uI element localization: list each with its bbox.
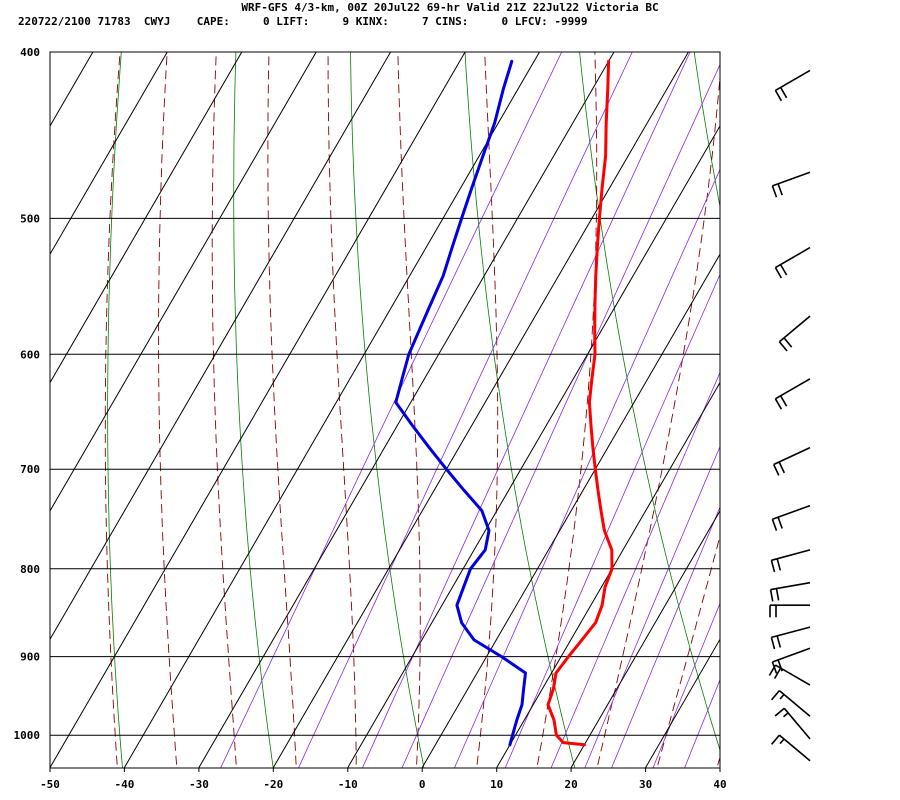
isotherm-line <box>719 766 720 768</box>
temperature-tick-label: 30 <box>639 778 652 791</box>
adiabat-lines <box>0 14 900 779</box>
moist-adiabat-line <box>397 52 421 768</box>
mixing-ratio-line <box>361 52 691 768</box>
mixing-ratio-line <box>652 602 720 768</box>
isotherm-line <box>198 52 615 768</box>
pressure-axis: 400 500 600 700 800 900 1000 <box>14 46 41 742</box>
mixing-ratio-line <box>504 273 720 768</box>
temperature-tick-label: -30 <box>189 778 209 791</box>
moist-adiabat-line <box>716 755 720 768</box>
dry-adiabat-line <box>802 14 900 779</box>
temperature-tick-label: -10 <box>338 778 358 791</box>
isotherm-line <box>50 52 466 768</box>
dry-adiabat-line <box>107 52 123 768</box>
mixing-ratio-line <box>401 63 720 768</box>
temperature-tick-label: 0 <box>419 778 426 791</box>
wind-barb <box>770 626 811 650</box>
isotherm-line <box>496 381 720 768</box>
wind-barb <box>770 549 811 573</box>
pressure-tick-label: 800 <box>20 563 40 576</box>
temperature-tick-label: -20 <box>263 778 283 791</box>
dewpoint-line <box>394 59 527 747</box>
moist-adiabat-line <box>104 52 121 768</box>
moist-adiabat-line <box>158 52 178 768</box>
wind-barb <box>774 246 811 279</box>
isotherm-line <box>50 52 168 256</box>
grid-lines <box>50 52 720 768</box>
moist-adiabat-line <box>327 52 357 768</box>
isotherm-line <box>421 253 720 768</box>
isotherm-line <box>50 52 392 641</box>
isotherm-line <box>272 52 689 768</box>
moist-adiabat-line <box>476 52 499 768</box>
temperature-tick-label: 10 <box>490 778 503 791</box>
temperature-tick-label: -40 <box>114 778 134 791</box>
mixing-ratio-line <box>684 678 720 768</box>
pressure-tick-label: 700 <box>20 463 40 476</box>
mixing-ratio-line <box>584 445 720 768</box>
isotherm-line <box>570 509 720 768</box>
isotherm-line <box>645 638 720 768</box>
pressure-tick-label: 1000 <box>14 729 41 742</box>
dry-adiabat-line <box>693 52 720 209</box>
pressure-tick-label: 900 <box>20 651 40 664</box>
wind-barb <box>769 604 810 618</box>
isotherm-line <box>347 124 720 768</box>
wind-barb <box>769 581 811 602</box>
isotherm-line <box>50 52 317 512</box>
moist-adiabat-line <box>536 52 598 768</box>
temperature-tick-label: 40 <box>713 778 726 791</box>
wind-barb <box>774 707 811 740</box>
moist-adiabat-line <box>656 534 720 768</box>
dry-adiabat-line <box>0 14 11 779</box>
isotherm-line <box>50 52 94 127</box>
wind-barb <box>772 446 811 476</box>
moist-adiabat-line <box>596 71 720 768</box>
mixing-ratio-line <box>220 52 563 768</box>
dry-adiabat-line <box>233 52 274 768</box>
wind-barb <box>771 504 811 531</box>
isotherm-line <box>123 52 541 768</box>
isotherm-line <box>50 52 243 384</box>
pressure-tick-label: 400 <box>20 46 40 59</box>
wind-barb <box>774 378 811 410</box>
wind-barb <box>778 315 811 352</box>
mixing-ratio-line <box>453 168 720 768</box>
wind-barb <box>768 664 811 686</box>
moist-adiabat-line <box>267 52 297 768</box>
mixing-ratio-line <box>297 52 633 768</box>
dry-adiabat-line <box>464 52 576 768</box>
wind-barb <box>774 69 811 102</box>
mixing-ratio-line <box>611 506 720 768</box>
profile-series <box>394 59 614 747</box>
dry-adiabat-line <box>579 52 720 752</box>
wind-barb <box>770 734 811 762</box>
temperature-tick-label: -50 <box>40 778 60 791</box>
temperature-axis: -50 -40 -30 -20 -10 0 10 20 30 40 <box>40 768 727 791</box>
pressure-tick-label: 500 <box>20 212 40 225</box>
temperature-tick-label: 20 <box>564 778 577 791</box>
moist-adiabat-line <box>211 52 237 768</box>
plot-frame <box>49 51 721 769</box>
wind-barbs <box>768 69 811 762</box>
pressure-tick-label: 600 <box>20 348 40 361</box>
dry-adiabat-line <box>350 52 425 768</box>
chart-title: WRF-GFS 4/3-km, 00Z 20Jul22 69-hr Valid … <box>241 1 659 14</box>
temperature-line <box>546 59 614 747</box>
wind-barb <box>771 647 811 674</box>
mixing-ratio-line <box>550 371 720 768</box>
wind-barb <box>770 689 811 717</box>
wind-barb <box>771 171 811 198</box>
chart-subtitle: 220722/2100 71783 CWYJ CAPE: 0 LIFT: 9 K… <box>18 15 588 28</box>
